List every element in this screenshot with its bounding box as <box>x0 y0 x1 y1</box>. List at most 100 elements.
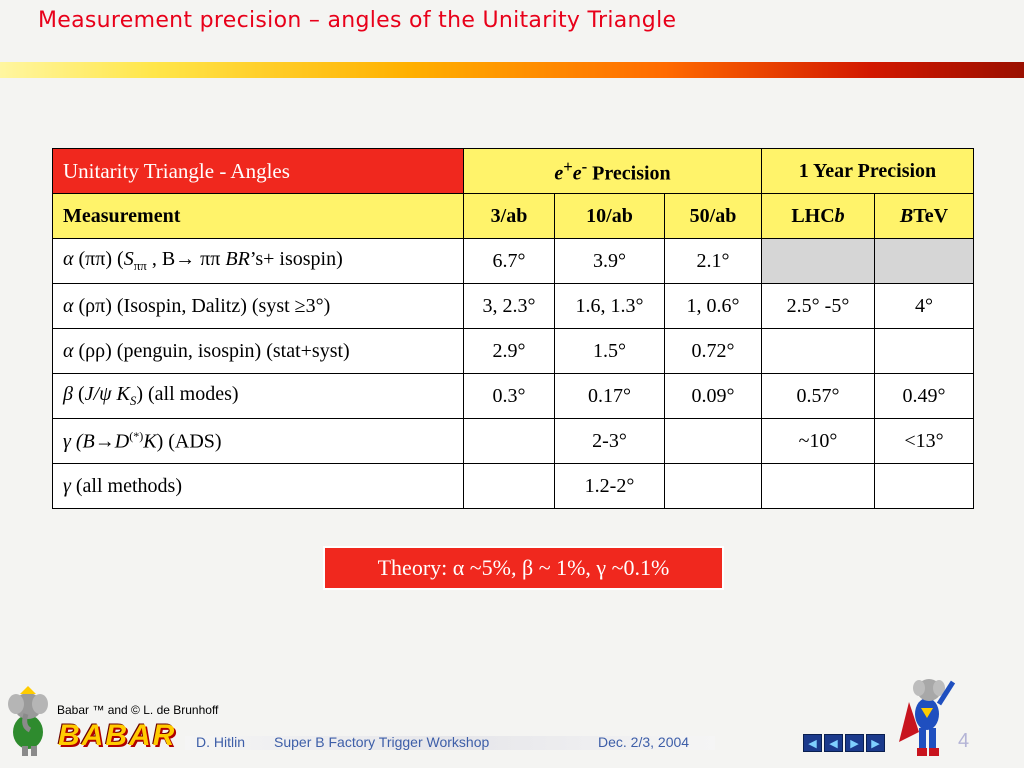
cell-lhcb <box>761 463 875 509</box>
nav-next-button[interactable]: ▶ <box>845 734 864 752</box>
row-label-gamma-all: γ (all methods) <box>52 463 464 509</box>
page-number: 4 <box>958 730 970 752</box>
row-label-beta: β (J/ψ KS) (all modes) <box>52 373 464 419</box>
cell-50ab: 2.1° <box>664 238 762 284</box>
table-row: γ (B→D(*)K) (ADS) 2-3° ~10° <13° <box>52 418 974 464</box>
cell-10ab: 0.17° <box>554 373 665 419</box>
ee-label-e2: e <box>572 162 582 185</box>
header-unitarity-angles: Unitarity Triangle - Angles <box>52 148 464 194</box>
credit-text: Babar ™ and © L. de Brunhoff <box>57 703 219 717</box>
label-part: ( <box>72 383 85 405</box>
label-part: ) (ADS) <box>156 430 222 453</box>
label-part: (all methods) <box>70 474 182 497</box>
ee-sup-plus: + <box>563 156 573 176</box>
nav-prev-button[interactable]: ◀ <box>824 734 843 752</box>
row-label-alpha-rhorho: α (ρρ) (penguin, isospin) (stat+syst) <box>52 328 464 374</box>
title-gradient-bar <box>0 62 1024 78</box>
label-part: ) (all modes) <box>136 383 239 405</box>
row-label-alpha-pipi: α (ππ) (Sππ , B→ ππ BR’s+ isospin) <box>52 238 464 284</box>
table-header-row-2: Measurement 3/ab 10/ab 50/ab LHCb BTeV <box>52 193 974 239</box>
cell-50ab <box>664 418 762 464</box>
cell-3ab <box>463 418 555 464</box>
cell-50ab: 0.72° <box>664 328 762 374</box>
cell-10ab: 3.9° <box>554 238 665 284</box>
label-part: K <box>143 430 157 453</box>
cell-lhcb <box>761 328 875 374</box>
label-part: (ππ) ( <box>73 248 124 270</box>
cell-btev: <13° <box>874 418 974 464</box>
table-row: α (ππ) (Sππ , B→ ππ BR’s+ isospin) 6.7° … <box>52 238 974 284</box>
cell-lhcb: ~10° <box>761 418 875 464</box>
footer-date: Dec. 2/3, 2004 <box>598 734 690 750</box>
header-3ab: 3/ab <box>463 193 555 239</box>
cell-3ab: 2.9° <box>463 328 555 374</box>
label-sub: ππ <box>133 258 147 273</box>
header-btev: BTeV <box>874 193 974 239</box>
cell-lhcb: 0.57° <box>761 373 875 419</box>
cell-10ab: 1.2-2° <box>554 463 665 509</box>
cell-10ab: 2-3° <box>554 418 665 464</box>
header-50ab: 50/ab <box>664 193 762 239</box>
footer-author: D. Hitlin <box>196 734 246 750</box>
label-part: (ρρ) (penguin, isospin) (stat+syst) <box>73 339 350 362</box>
superman-elephant-icon <box>899 679 956 756</box>
label-sup: (*) <box>129 428 144 443</box>
beta-symbol: β <box>63 383 73 405</box>
slide-title: Measurement precision – angles of the Un… <box>38 8 677 33</box>
gamma-symbol: γ <box>63 474 71 497</box>
alpha-symbol: α <box>63 248 74 270</box>
btev-text: TeV <box>913 204 949 227</box>
nav-last-button[interactable]: ▶ <box>866 734 885 752</box>
table-row: α (ρπ) (Isospin, Dalitz) (syst ≥3°) 3, 2… <box>52 283 974 329</box>
cell-lhcb <box>761 238 875 284</box>
header-10ab: 10/ab <box>554 193 665 239</box>
header-ee-precision: e+e- Precision <box>463 148 762 194</box>
ee-precision-text: Precision <box>587 162 671 185</box>
footer-bar <box>185 736 715 750</box>
theory-box: Theory: α ~5%, β ~ 1%, γ ~0.1% <box>323 546 724 590</box>
label-part: (B→D <box>70 430 130 453</box>
ee-sup-minus: - <box>581 156 588 176</box>
btev-b: B <box>899 204 914 227</box>
cell-3ab: 0.3° <box>463 373 555 419</box>
header-measurement: Measurement <box>52 193 464 239</box>
cell-btev <box>874 463 974 509</box>
label-part: S <box>123 248 134 270</box>
table-row: α (ρρ) (penguin, isospin) (stat+syst) 2.… <box>52 328 974 374</box>
cell-10ab: 1.6, 1.3° <box>554 283 665 329</box>
cell-50ab <box>664 463 762 509</box>
cell-3ab <box>463 463 555 509</box>
cell-50ab: 1, 0.6° <box>664 283 762 329</box>
footer-event: Super B Factory Trigger Workshop <box>274 734 490 750</box>
header-one-year-precision: 1 Year Precision <box>761 148 974 194</box>
cell-btev: 4° <box>874 283 974 329</box>
cell-lhcb: 2.5° -5° <box>761 283 875 329</box>
lhcb-b: b <box>834 204 845 227</box>
row-label-gamma-ads: γ (B→D(*)K) (ADS) <box>52 418 464 464</box>
label-part: J/ψ K <box>84 383 130 405</box>
table-header-row-1: Unitarity Triangle - Angles e+e- Precisi… <box>52 148 974 194</box>
cell-3ab: 6.7° <box>463 238 555 284</box>
alpha-symbol: α <box>63 339 74 362</box>
babar-logo: BABAR <box>58 719 177 752</box>
gamma-symbol: γ <box>63 430 71 453</box>
lhcb-text: LHC <box>791 204 835 227</box>
header-lhcb: LHCb <box>761 193 875 239</box>
label-part: (ρπ) (Isospin, Dalitz) (syst ≥3°) <box>73 294 331 317</box>
cell-btev <box>874 238 974 284</box>
nav-first-button[interactable]: ◀ <box>803 734 822 752</box>
precision-table: Unitarity Triangle - Angles e+e- Precisi… <box>52 148 974 509</box>
row-label-alpha-rhopi: α (ρπ) (Isospin, Dalitz) (syst ≥3°) <box>52 283 464 329</box>
label-part: ’s+ isospin) <box>249 248 343 270</box>
cell-btev: 0.49° <box>874 373 974 419</box>
label-sub: S <box>129 393 137 408</box>
alpha-symbol: α <box>63 294 74 317</box>
cell-10ab: 1.5° <box>554 328 665 374</box>
label-part: BR <box>225 248 250 270</box>
babar-elephant-icon <box>8 686 48 756</box>
label-part: , B→ ππ <box>146 248 226 270</box>
ee-label-e1: e <box>554 162 564 185</box>
table-row: γ (all methods) 1.2-2° <box>52 463 974 509</box>
slide-navigation: ◀ ◀ ▶ ▶ <box>803 734 885 752</box>
table-row: β (J/ψ KS) (all modes) 0.3° 0.17° 0.09° … <box>52 373 974 419</box>
